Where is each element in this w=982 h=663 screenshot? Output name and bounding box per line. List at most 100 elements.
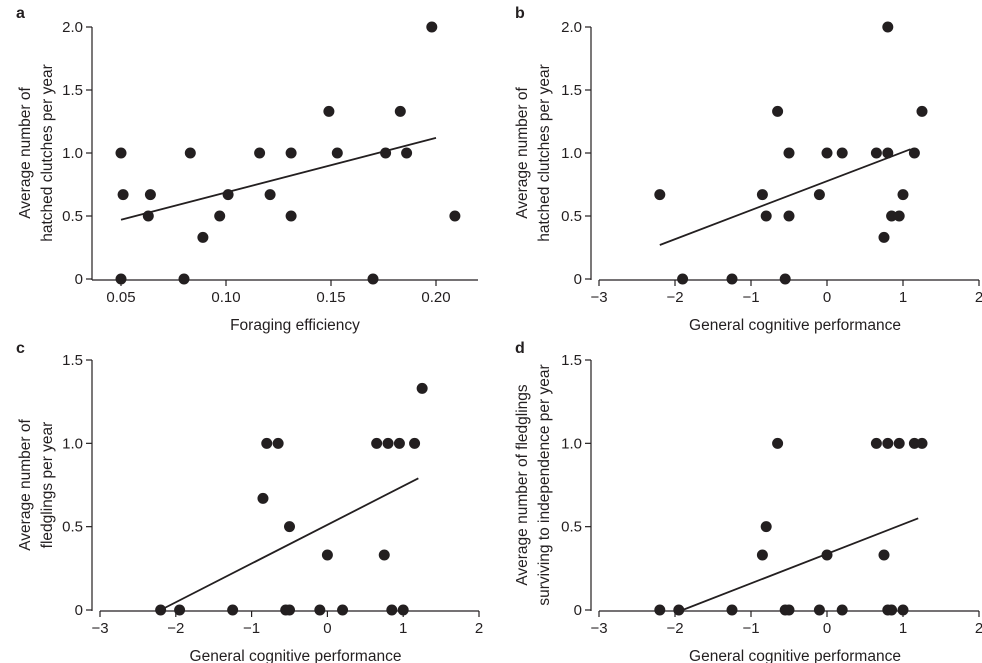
data-point [821,147,833,159]
data-point [393,437,405,449]
y-tick-label: 0.5 [561,208,582,225]
data-point [314,604,326,616]
data-point [878,231,890,243]
x-tick-label: 0 [823,620,831,637]
data-point [813,189,825,201]
data-point [772,437,784,449]
data-point [449,210,461,222]
y-tick-label: 0 [75,271,83,288]
data-point [836,604,848,616]
x-tick-label: −2 [666,289,683,306]
data-point [155,604,167,616]
data-point [264,189,276,201]
y-tick-label: 1.5 [62,352,83,369]
panel-letter: c [16,340,25,357]
x-axis-label: General cognitive performance [689,648,901,663]
data-point [886,210,898,222]
regression-line [659,148,911,246]
panel-c: c 0 0.5 1.0 1.5 −3 −2 −1 0 1 2 General cognitive pe… [16,340,483,663]
data-point [115,147,127,159]
data-point [367,273,379,285]
data-point [726,604,738,616]
data-point [117,189,129,201]
data-point [882,437,894,449]
data-point [908,147,920,159]
data-point [284,521,295,533]
data-point [426,21,438,33]
panel-d: d 0 0.5 1.0 1.5 −3 −2 −1 0 1 2 General cognitive pe… [514,340,982,663]
x-tick-label: 1 [899,620,907,637]
data-point [394,105,406,117]
data-point [886,604,898,616]
data-point [870,147,882,159]
y-axis-label: hatched clutches per year [39,64,56,242]
data-point [878,549,890,561]
data-point [331,147,343,159]
data-point [416,382,428,394]
y-axis-label: Average number of [514,87,531,219]
panel-letter: d [515,340,525,357]
data-point [174,604,186,616]
x-tick-label: −2 [666,620,683,637]
data-point [184,147,196,159]
x-tick-label: 2 [975,289,982,306]
data-point [337,604,349,616]
x-tick-label: 0.05 [106,289,135,306]
data-point [783,604,795,616]
data-point [882,21,894,33]
data-point [397,604,409,616]
data-point [760,521,772,533]
y-tick-label: 2.0 [62,19,83,36]
x-tick-label: −3 [590,289,607,306]
data-point [654,604,666,616]
data-point [772,105,784,117]
data-point [142,210,154,222]
data-point [272,437,284,449]
data-point [836,147,848,159]
data-point [323,105,335,117]
data-point [214,210,226,222]
data-point [677,273,689,285]
data-point [908,437,920,449]
y-axis-label: Average number of [17,419,34,551]
data-point [893,437,905,449]
data-point [813,604,825,616]
x-tick-label: 2 [475,620,483,637]
y-axis-label: hatched clutches per year [536,64,553,242]
data-point [371,437,383,449]
x-tick-label: 0.20 [421,289,450,306]
data-point [893,210,905,222]
y-tick-label: 0.5 [561,519,582,536]
data-point [756,189,768,201]
x-tick-label: 0.10 [211,289,240,306]
data-point [261,437,273,449]
y-axis-label: Average number of fledglings [514,384,531,586]
x-axis-label: General cognitive performance [689,317,901,334]
x-tick-label: 2 [975,620,982,637]
y-axis-label: surviving to independence per year [536,364,553,605]
data-point [916,437,928,449]
data-point [382,437,394,449]
x-tick-label: −3 [91,620,108,637]
data-point [222,189,234,201]
y-tick-label: 0 [75,602,83,619]
y-tick-label: 1.5 [561,352,582,369]
data-point [386,604,398,616]
x-axis-label: General cognitive performance [190,648,402,663]
y-tick-label: 0 [574,271,582,288]
y-axis-label: Average number of [17,87,34,219]
panel-letter: b [515,5,525,22]
data-point [254,147,266,159]
x-tick-label: 0 [823,289,831,306]
data-point [870,437,882,449]
data-point [285,210,297,222]
x-tick-label: 0 [323,620,331,637]
data-point [673,604,685,616]
data-point [756,549,768,561]
data-point [783,147,795,159]
data-point [178,273,190,285]
x-tick-label: 0.15 [316,289,345,306]
x-tick-label: 1 [399,620,407,637]
y-tick-label: 1.5 [62,82,83,99]
data-point [897,604,909,616]
